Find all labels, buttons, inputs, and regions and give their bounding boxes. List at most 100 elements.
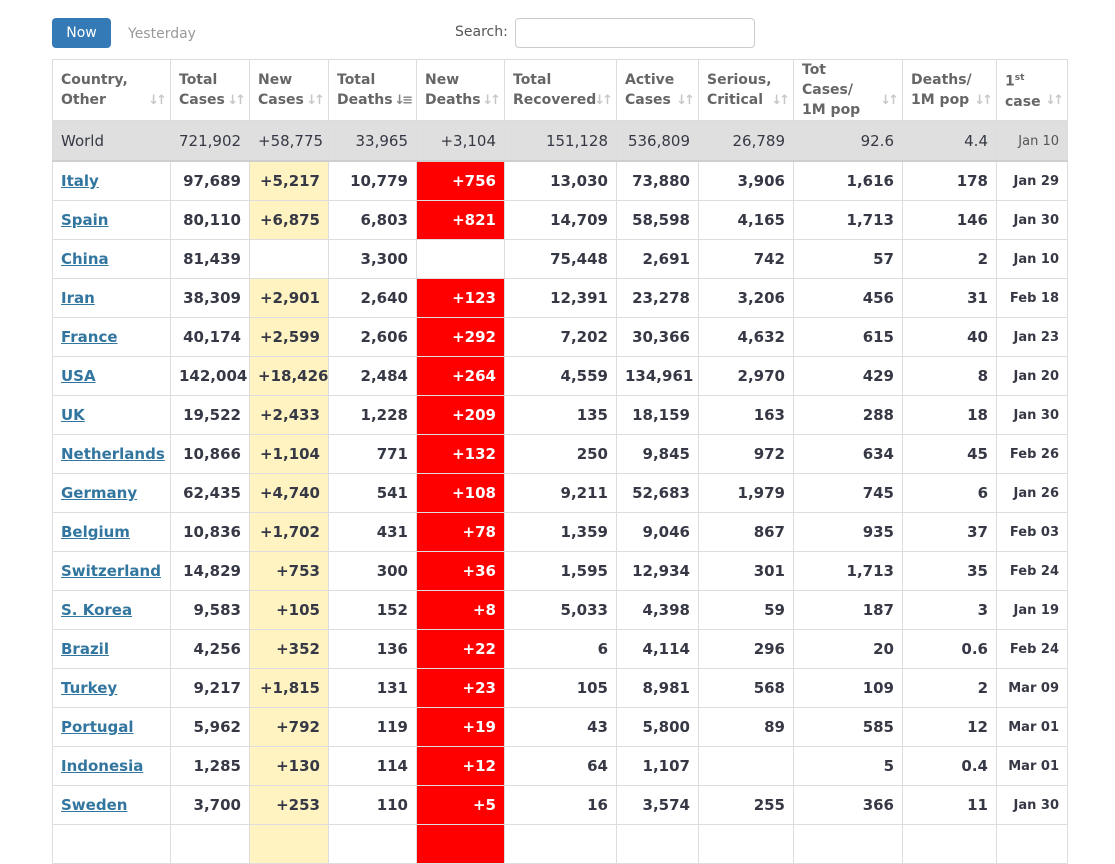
sort-icon[interactable]: ↓↑ xyxy=(227,93,246,108)
active-cases-cell xyxy=(616,824,699,864)
total-deaths-cell: 300 xyxy=(328,551,417,591)
first-case-cell: Jan 30 xyxy=(996,395,1068,435)
column-header-serious-critical[interactable]: Serious, Critical ↓↑ xyxy=(698,59,794,122)
country-link[interactable]: Iran xyxy=(61,289,95,307)
total-cases-cell: 10,836 xyxy=(170,512,250,552)
column-header-new-cases[interactable]: New Cases ↓↑ xyxy=(249,59,329,122)
country-cell: Switzerland xyxy=(52,551,171,591)
sort-icon[interactable]: ↓↑ xyxy=(974,93,993,108)
new-cases-cell: +5,217 xyxy=(249,160,329,201)
table-row: Portugal 5,962 +792 119 +19 43 5,800 89 585 12 Mar… xyxy=(52,707,1068,747)
header-line-2: Recovered xyxy=(513,92,597,108)
new-cases-cell: +2,901 xyxy=(249,278,329,318)
sort-icon[interactable]: ↓↑ xyxy=(771,93,790,108)
new-deaths-cell: +22 xyxy=(416,629,505,669)
total-cases-cell: 3,700 xyxy=(170,785,250,825)
cases-per-million-cell: 585 xyxy=(793,707,903,747)
total-deaths-cell: 10,779 xyxy=(328,160,417,201)
total-cases-cell: 9,217 xyxy=(170,668,250,708)
new-cases-cell: +1,815 xyxy=(249,668,329,708)
table-row xyxy=(52,824,1068,864)
column-header-first-case[interactable]: 1st case ↓↑ xyxy=(996,59,1068,122)
country-link[interactable]: Germany xyxy=(61,484,138,502)
deaths-per-million-cell: 2 xyxy=(902,239,997,279)
column-header-total-deaths[interactable]: Total Deaths ↓≡ xyxy=(328,59,417,122)
critical-cell xyxy=(698,746,794,786)
column-header-active-cases[interactable]: Active Cases ↓↑ xyxy=(616,59,699,122)
sort-desc-icon[interactable]: ↓≡ xyxy=(394,93,413,108)
new-deaths-cell: +8 xyxy=(416,590,505,630)
country-link[interactable]: France xyxy=(61,328,118,346)
total-cases-cell: 19,522 xyxy=(170,395,250,435)
column-header-deaths-per-million[interactable]: Deaths/1M pop ↓↑ xyxy=(902,59,997,122)
new-deaths-cell: +78 xyxy=(416,512,505,552)
column-header-new-deaths[interactable]: New Deaths ↓↑ xyxy=(416,59,505,122)
critical-cell: 3,906 xyxy=(698,160,794,201)
tab-now[interactable]: Now xyxy=(52,18,111,48)
cases-per-million-cell: 1,713 xyxy=(793,551,903,591)
sort-icon[interactable]: ↓↑ xyxy=(482,93,501,108)
sort-icon[interactable]: ↓↑ xyxy=(1045,93,1064,108)
new-cases-cell: +58,775 xyxy=(249,120,329,162)
new-deaths-cell: +3,104 xyxy=(416,120,505,162)
country-link[interactable]: Spain xyxy=(61,211,109,229)
cases-per-million-cell: 366 xyxy=(793,785,903,825)
recovered-cell: 5,033 xyxy=(504,590,617,630)
first-case-cell: Mar 01 xyxy=(996,746,1068,786)
header-superscript: st xyxy=(1014,73,1025,84)
first-case-cell: Jan 10 xyxy=(996,120,1068,162)
country-link[interactable]: Brazil xyxy=(61,640,109,658)
deaths-per-million-cell: 35 xyxy=(902,551,997,591)
new-deaths-cell: +209 xyxy=(416,395,505,435)
country-link[interactable]: UK xyxy=(61,406,85,424)
total-deaths-cell: 771 xyxy=(328,434,417,474)
country-link[interactable]: Netherlands xyxy=(61,445,165,463)
critical-cell: 742 xyxy=(698,239,794,279)
sort-icon[interactable]: ↓↑ xyxy=(880,93,899,108)
sort-icon[interactable]: ↓↑ xyxy=(676,93,695,108)
country-link[interactable]: China xyxy=(61,250,109,268)
recovered-cell: 1,359 xyxy=(504,512,617,552)
table-row: Iran 38,309 +2,901 2,640 +123 12,391 23,278 3,2… xyxy=(52,278,1068,318)
critical-cell: 163 xyxy=(698,395,794,435)
new-deaths-cell: +123 xyxy=(416,278,505,318)
recovered-cell: 16 xyxy=(504,785,617,825)
total-cases-cell: 62,435 xyxy=(170,473,250,513)
total-cases-cell: 721,902 xyxy=(170,120,250,162)
cases-per-million-cell: 57 xyxy=(793,239,903,279)
table-row: Brazil 4,256 +352 136 +22 6 4,114 296 20 0.6 Feb 2… xyxy=(52,629,1068,669)
country-link[interactable]: Turkey xyxy=(61,679,118,697)
table-row: Germany 62,435 +4,740 541 +108 9,211 52,683 1,9… xyxy=(52,473,1068,513)
table-toolbar: Now Yesterday Search: xyxy=(52,18,1066,48)
new-deaths-cell: +36 xyxy=(416,551,505,591)
tab-yesterday[interactable]: Yesterday xyxy=(128,26,196,42)
active-cases-cell: 52,683 xyxy=(616,473,699,513)
active-cases-cell: 134,961 xyxy=(616,356,699,396)
country-link[interactable]: Indonesia xyxy=(61,757,144,775)
column-header-country[interactable]: Country, Other ↓↑ xyxy=(52,59,171,122)
total-cases-cell xyxy=(170,824,250,864)
column-header-total-cases[interactable]: Total Cases ↓↑ xyxy=(170,59,250,122)
country-link[interactable]: Belgium xyxy=(61,523,130,541)
country-link[interactable]: Switzerland xyxy=(61,562,161,580)
country-link[interactable]: S. Korea xyxy=(61,601,133,619)
sort-icon[interactable]: ↓↑ xyxy=(306,93,325,108)
search-input[interactable] xyxy=(515,18,755,48)
new-cases-cell: +2,599 xyxy=(249,317,329,357)
first-case-cell: Feb 18 xyxy=(996,278,1068,318)
country-link[interactable]: Sweden xyxy=(61,796,128,814)
country-link[interactable]: USA xyxy=(61,367,96,385)
header-line-2: Cases xyxy=(179,92,225,108)
active-cases-cell: 73,880 xyxy=(616,160,699,201)
new-cases-cell: +1,702 xyxy=(249,512,329,552)
critical-cell: 4,632 xyxy=(698,317,794,357)
first-case-cell: Jan 19 xyxy=(996,590,1068,630)
country-link[interactable]: Portugal xyxy=(61,718,134,736)
sort-icon[interactable]: ↓↑ xyxy=(594,93,613,108)
column-header-cases-per-million[interactable]: Tot Cases/1M pop ↓↑ xyxy=(793,59,903,122)
column-header-total-recovered[interactable]: Total Recovered ↓↑ xyxy=(504,59,617,122)
sort-icon[interactable]: ↓↑ xyxy=(148,93,167,108)
country-link[interactable]: Italy xyxy=(61,172,99,190)
first-case-cell: Jan 26 xyxy=(996,473,1068,513)
recovered-cell: 151,128 xyxy=(504,120,617,162)
